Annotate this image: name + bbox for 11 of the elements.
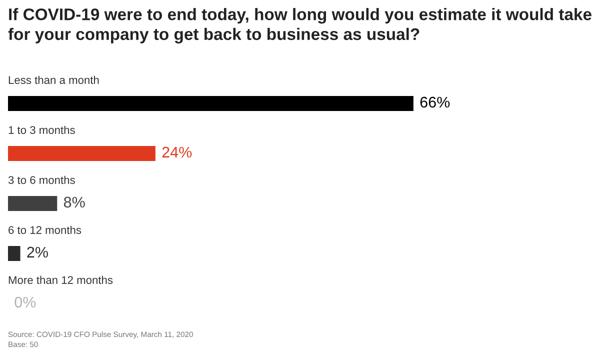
y-tick-label: Less than a month	[8, 76, 99, 84]
data-label: 24%	[162, 146, 192, 158]
chart-title: If COVID-19 were to end today, how long would you estimate it would take for your company to get back to business as usual?	[8, 8, 592, 44]
y-tick-label: 6 to 12 months	[8, 226, 82, 234]
y-tick-label: 1 to 3 months	[8, 126, 75, 134]
data-label: 8%	[64, 196, 85, 208]
data-label: 0%	[14, 296, 36, 308]
y-tick-label: 3 to 6 months	[8, 176, 75, 184]
data-label: 66%	[420, 96, 450, 108]
data-label: 2%	[27, 246, 48, 258]
y-tick-label: More than 12 months	[8, 276, 113, 284]
